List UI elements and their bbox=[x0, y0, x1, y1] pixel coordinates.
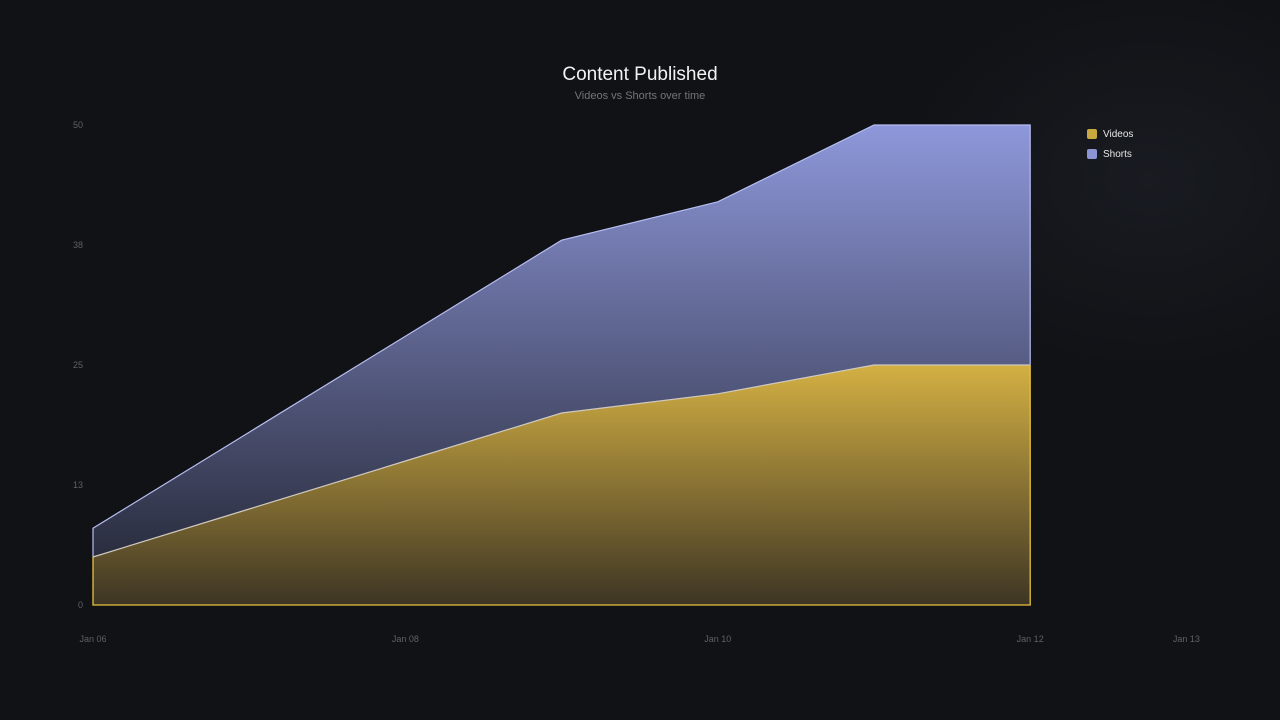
x-tick-label: Jan 08 bbox=[392, 634, 419, 644]
legend-swatch-videos bbox=[1087, 129, 1097, 139]
y-tick-label: 38 bbox=[73, 240, 83, 250]
y-tick-label: 0 bbox=[78, 600, 83, 610]
line-videos bbox=[92, 364, 1031, 558]
line-shorts bbox=[92, 124, 1031, 557]
legend-label-videos: Videos bbox=[1103, 128, 1134, 140]
chart-legend: Videos Shorts bbox=[1087, 124, 1133, 164]
legend-item-shorts[interactable]: Shorts bbox=[1087, 144, 1133, 164]
x-tick-label: Jan 10 bbox=[704, 634, 731, 644]
x-tick-label: Jan 06 bbox=[79, 634, 106, 644]
chart-title: Content Published bbox=[562, 64, 718, 85]
y-tick-label: 50 bbox=[73, 120, 83, 130]
y-tick-label: 25 bbox=[73, 360, 83, 370]
area-shorts bbox=[93, 125, 1031, 557]
x-tick-label: Jan 12 bbox=[1017, 634, 1044, 644]
legend-item-videos[interactable]: Videos bbox=[1087, 124, 1133, 144]
area-videos bbox=[93, 365, 1031, 605]
y-tick-label: 13 bbox=[73, 480, 83, 490]
chart-subtitle: Videos vs Shorts over time bbox=[574, 90, 706, 102]
legend-label-shorts: Shorts bbox=[1103, 148, 1132, 160]
x-tick-label: Jan 13 bbox=[1173, 634, 1200, 644]
videos-frame bbox=[92, 365, 1031, 606]
legend-swatch-shorts bbox=[1087, 149, 1097, 159]
